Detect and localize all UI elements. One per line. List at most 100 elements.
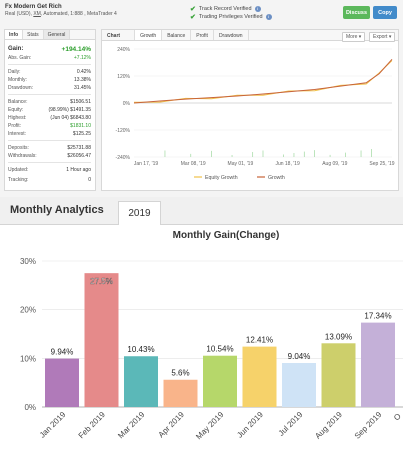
check-icon: ✔ <box>190 14 196 21</box>
data-label: 12.41% <box>246 336 273 345</box>
monthly-analytics-header: Monthly Analytics 2019 <box>0 197 403 225</box>
stat-row: Drawdown: 31.45% <box>8 85 91 91</box>
y-tick-label: 30% <box>20 257 36 266</box>
stat-row: Profit: $1831.10 <box>8 123 91 129</box>
stat-row: Updated: 1 Hour ago <box>8 167 91 173</box>
chart-heading: Chart <box>102 30 136 40</box>
y-tick-label: 120% <box>117 74 130 80</box>
stat-row: Monthly: 13.38% <box>8 77 91 83</box>
track-record-verified: ✔ Track Record Verified i <box>190 5 261 13</box>
divider <box>8 140 91 141</box>
data-label: 10.54% <box>206 345 233 354</box>
system-title[interactable]: Fx Modern Get Rich <box>5 4 62 10</box>
info-icon[interactable]: i <box>265 14 272 20</box>
x-tick-label: Aug 2019 <box>313 410 344 441</box>
data-label: 27.5% <box>90 277 113 286</box>
divider <box>8 162 91 163</box>
system-card: Fx Modern Get Rich Real (USD), XM, Autom… <box>0 0 403 197</box>
abs-gain-row: Abs. Gain: +7.12% <box>8 55 91 61</box>
legend-growth: Growth <box>268 175 285 181</box>
info-icon[interactable]: i <box>254 6 261 12</box>
info-panel: Info Stats General Gain: +194.14% Abs. G… <box>4 29 96 191</box>
gain-value: +194.14% <box>61 46 91 53</box>
x-tick-label: Sep 2019 <box>353 410 384 441</box>
y-tick-label: 10% <box>20 354 36 363</box>
stat-row: Equity: (98.99%) $1491.35 <box>8 107 91 113</box>
stat-row: Balance: $1506.51 <box>8 99 91 105</box>
stat-row: Interest: $125.25 <box>8 131 91 137</box>
bar-aug-2019 <box>321 343 356 407</box>
legend-equity-growth: Equity Growth <box>205 175 238 181</box>
divider <box>8 94 91 95</box>
bar-apr-2019 <box>163 379 198 407</box>
x-tick-label: Sep 25, '19 <box>369 161 394 167</box>
x-tick-label: Mar 2019 <box>116 410 147 441</box>
chevron-down-icon: ▾ <box>388 34 392 40</box>
bar-jul-2019 <box>282 363 316 407</box>
tab-stats[interactable]: Stats <box>23 30 44 39</box>
info-tabs: Info Stats General <box>5 30 95 40</box>
tab-growth[interactable]: Growth <box>135 30 163 40</box>
tab-info[interactable]: Info <box>5 30 24 39</box>
x-tick-label: Aug 09, '19 <box>322 161 347 167</box>
data-label: 9.94% <box>51 348 74 357</box>
x-tick-label: May 01, '19 <box>228 161 254 167</box>
bar-sep-2019 <box>361 322 395 407</box>
equity-growth-line <box>133 60 393 103</box>
y-tick-label: -120% <box>116 128 131 134</box>
trading-privileges-verified: ✔ Trading Privileges Verified i <box>190 13 272 21</box>
tab-2019[interactable]: 2019 <box>118 201 161 225</box>
more-dropdown[interactable]: More ▾ <box>342 32 366 42</box>
data-label: 13.09% <box>325 332 352 341</box>
chart-title: Monthly Gain(Change) <box>173 230 280 241</box>
data-label: 5.6% <box>171 369 189 378</box>
chevron-down-icon: ▾ <box>358 34 362 40</box>
gain-row: Gain: +194.14% <box>8 46 91 53</box>
tab-balance[interactable]: Balance <box>162 30 192 40</box>
bar-jun-2019 <box>242 346 277 407</box>
stat-row: Highest: (Jun 04) $6843.80 <box>8 115 91 121</box>
x-tick-label: Jun 2019 <box>235 410 265 440</box>
y-tick-label: 20% <box>20 306 36 315</box>
stat-row: Daily: 0.42% <box>8 69 91 75</box>
x-tick-label: Feb 2019 <box>77 410 108 441</box>
data-label: 17.34% <box>364 312 391 321</box>
bar-feb-2019 <box>84 273 119 407</box>
broker-link[interactable]: XM <box>33 11 41 17</box>
bar-may-2019 <box>203 355 237 407</box>
x-tick-label: Jan 17, '19 <box>134 161 159 167</box>
x-tick-label: Jun 18, '19 <box>275 161 300 167</box>
data-label: 10.43% <box>127 345 154 354</box>
y-tick-label: -240% <box>116 155 131 161</box>
chart-tabs: Chart Growth Balance Profit Drawdown <box>102 30 398 41</box>
export-dropdown[interactable]: Export ▾ <box>369 32 396 42</box>
copy-button[interactable]: Copy <box>373 6 397 19</box>
system-subtitle: Real (USD), XM, Automated, 1:888 , MetaT… <box>5 11 117 17</box>
tab-drawdown[interactable]: Drawdown <box>214 30 249 40</box>
x-tick-label: Apr 2019 <box>157 410 187 440</box>
stat-row: Tracking: 0 <box>8 177 91 183</box>
stat-row: Deposits: $25731.88 <box>8 145 91 151</box>
x-tick-label: Jan 2019 <box>38 410 68 440</box>
tab-profit[interactable]: Profit <box>191 30 214 40</box>
bar-mar-2019 <box>124 356 158 407</box>
chart-panel: Chart Growth Balance Profit Drawdown Mor… <box>101 29 399 191</box>
stat-row: Withdrawals: $26056.47 <box>8 153 91 159</box>
check-icon: ✔ <box>190 6 196 13</box>
x-tick-label: May 2019 <box>194 410 226 442</box>
y-tick-label: 0% <box>24 403 36 412</box>
bar-jan-2019 <box>45 358 79 407</box>
divider <box>8 64 91 65</box>
x-tick-label: O <box>392 412 403 423</box>
growth-chart: 240% 120% 0% -120% -240%Jan 17, '19 Mar 08, '… <box>116 47 395 181</box>
growth-line <box>133 59 393 104</box>
monthly-gain-chart: Monthly Gain(Change) 0% 10% 20% 30% 9.94% Jan … <box>20 230 403 442</box>
section-title: Monthly Analytics <box>10 204 104 216</box>
y-tick-label: 0% <box>123 101 131 107</box>
x-tick-label: Jul 2019 <box>277 410 305 438</box>
x-tick-label: Mar 08, '19 <box>181 161 206 167</box>
discuss-button[interactable]: Discuss <box>343 6 370 19</box>
data-label: 9.04% <box>288 352 311 361</box>
y-tick-label: 240% <box>117 47 130 53</box>
tab-general[interactable]: General <box>43 30 71 39</box>
